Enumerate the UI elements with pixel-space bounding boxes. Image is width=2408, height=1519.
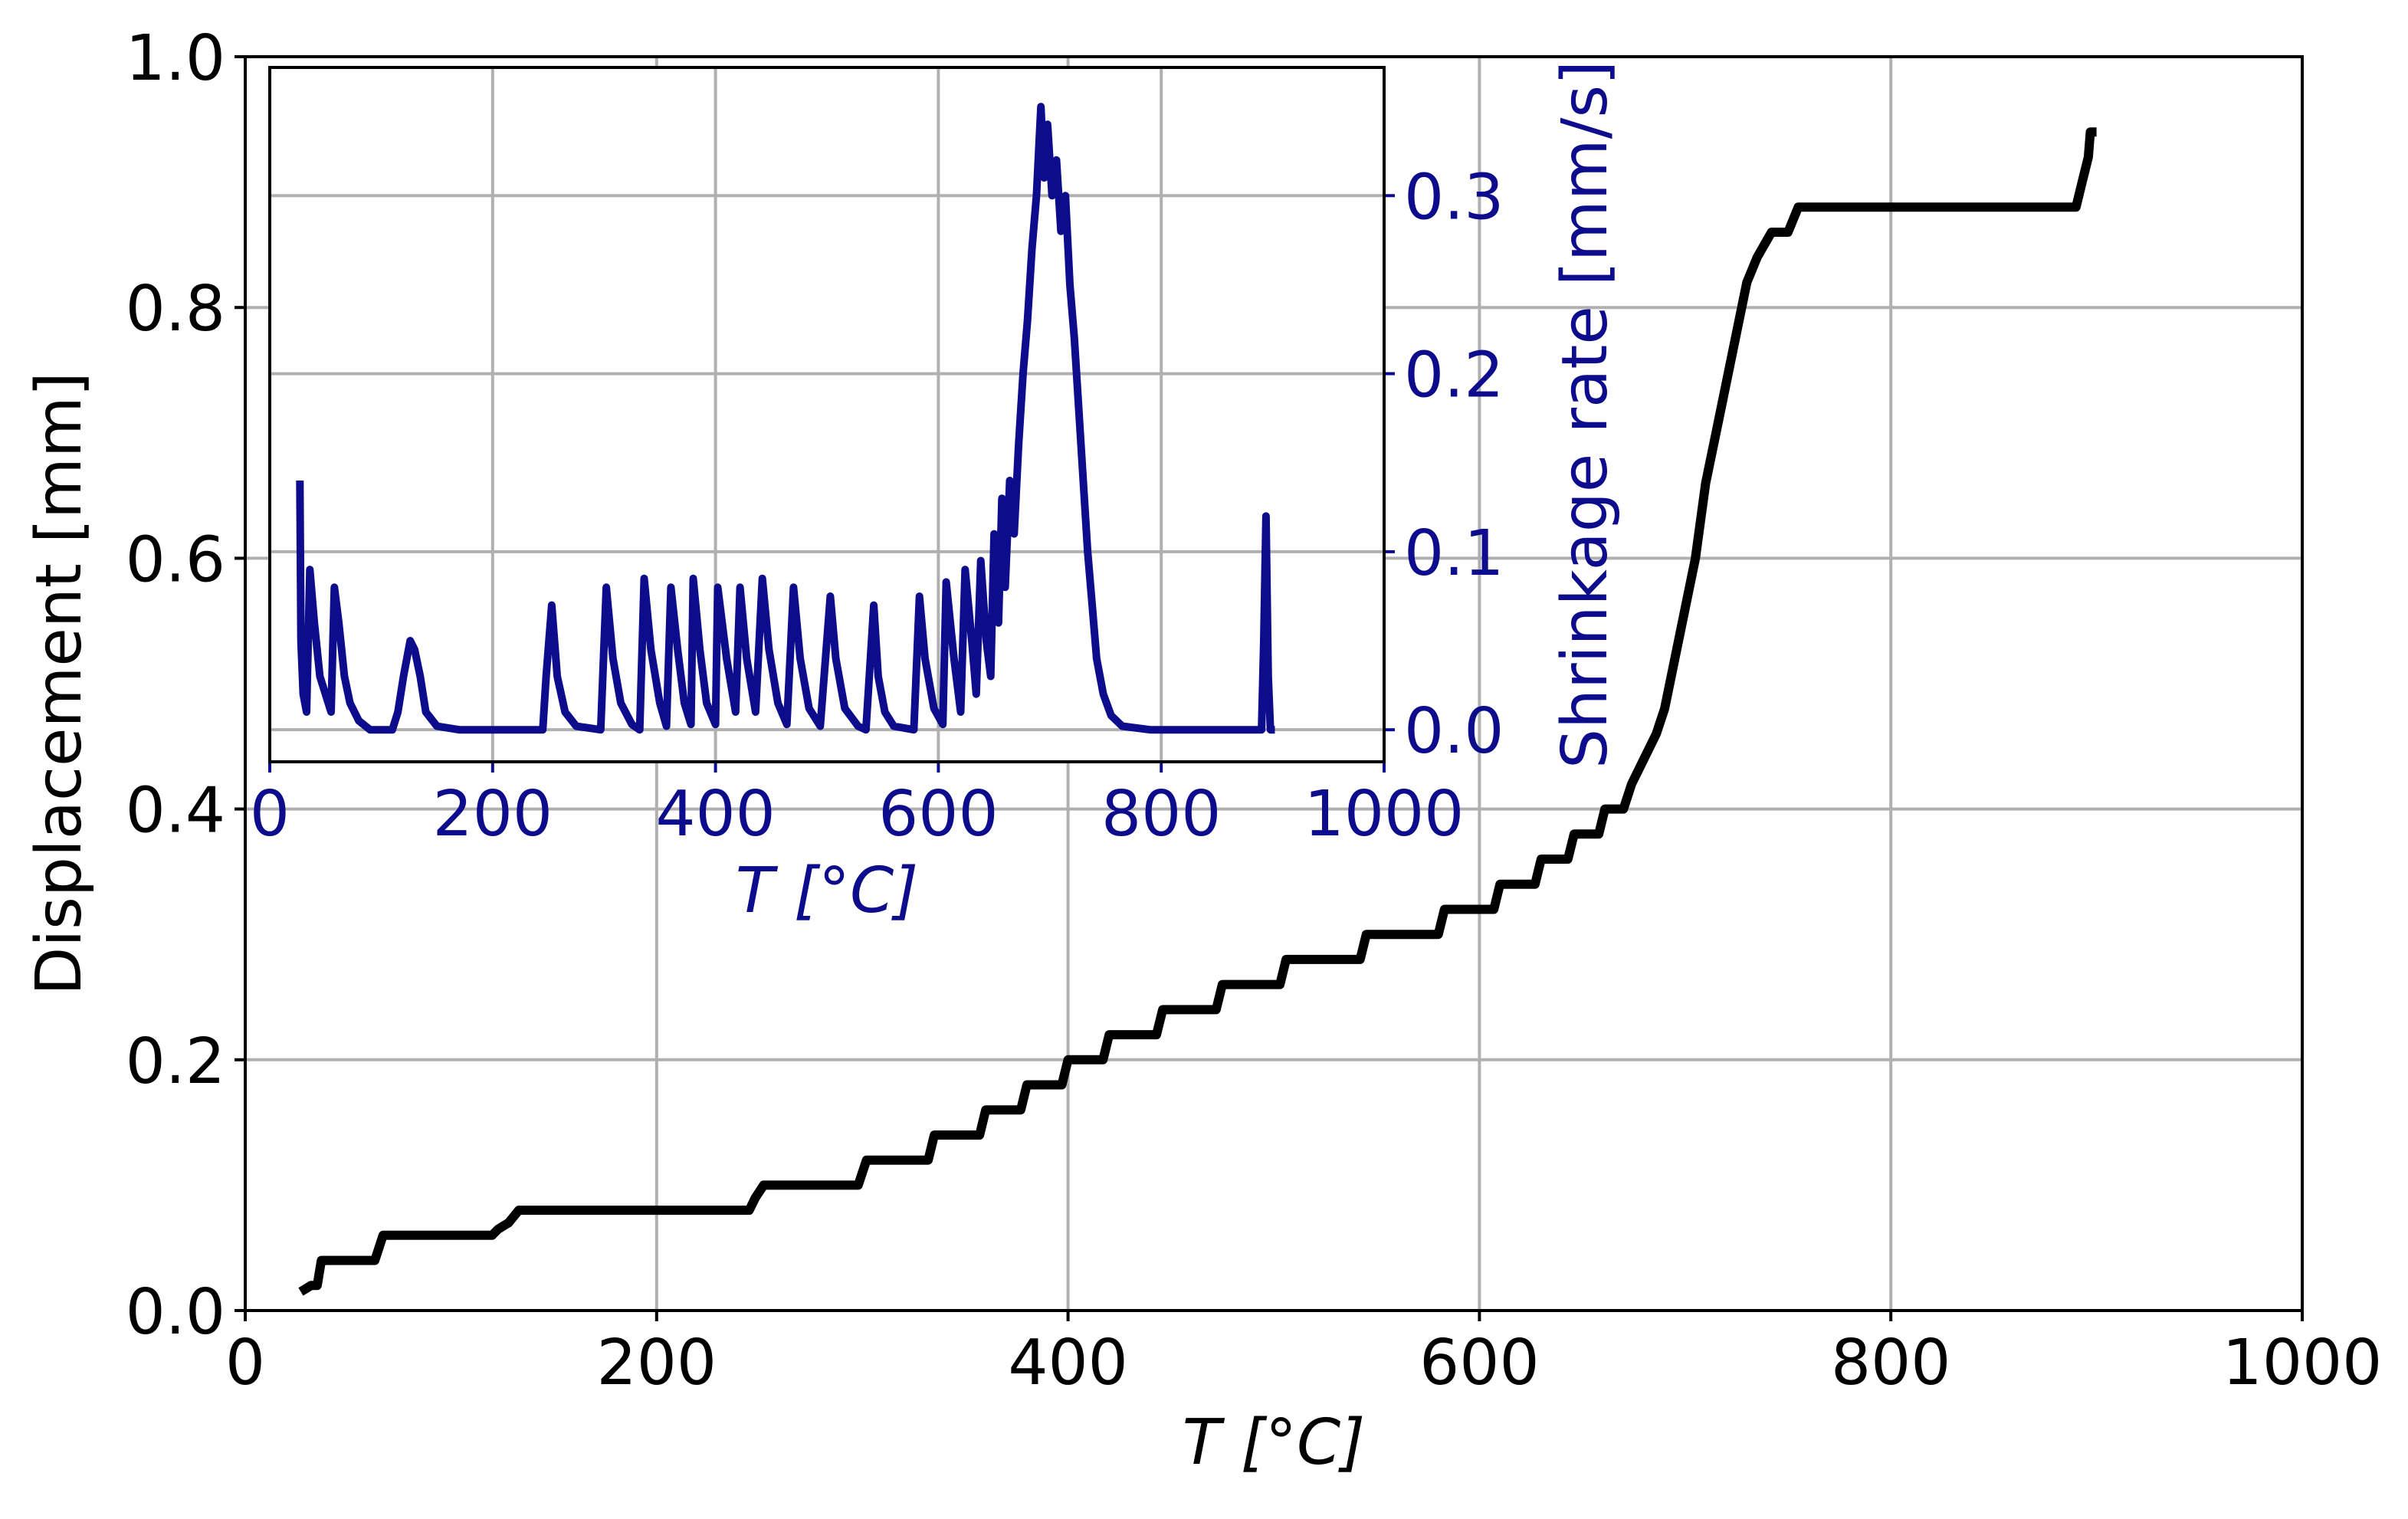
y-tick-label: 0.2 [1404, 340, 1504, 412]
x-tick-label: 200 [433, 778, 553, 851]
y-tick-label: 0.3 [1404, 161, 1504, 234]
axes-frame [244, 55, 2304, 1312]
y-tick-label: 0.4 [126, 775, 225, 848]
x-tick-label: 200 [597, 1327, 717, 1399]
y-tick-label: 0.0 [1404, 695, 1504, 768]
x-tick-label: 400 [1008, 1327, 1128, 1399]
x-tick-label: 600 [1419, 1327, 1540, 1399]
x-tick-label: 1000 [2223, 1327, 2383, 1399]
y-axis-label: Shrinkage rate [mm/s] [1549, 61, 1622, 769]
y-tick-label: 0.1 [1404, 517, 1504, 590]
x-tick-label: 0 [250, 778, 290, 851]
y-tick-label: 0.6 [126, 523, 225, 596]
y-tick-label: 0.2 [126, 1025, 225, 1098]
y-axis-label: Displacement [mm] [23, 372, 96, 996]
x-tick-label: 1000 [1304, 778, 1465, 851]
inset: 0 200 400 600 800 1000 0.0 0.1 0.2 0.3 T [°C] Shrin… [250, 61, 1622, 927]
x-tick-label: 800 [1101, 778, 1222, 851]
x-axis-label: T [°C] [1183, 1406, 1365, 1479]
data-line [298, 127, 2097, 1296]
x-tick-label: 400 [655, 778, 776, 851]
y-tick-label: 0.8 [126, 273, 225, 346]
x-tick-label: 0 [225, 1327, 265, 1399]
y-tick-label: 0.0 [126, 1276, 225, 1349]
data-line [296, 103, 1275, 734]
x-axis-label: T [°C] [736, 855, 918, 927]
y-tick-label: 1.0 [126, 22, 225, 95]
x-tick-label: 600 [878, 778, 999, 851]
x-tick-label: 800 [1831, 1327, 1951, 1399]
axes-frame [268, 66, 1386, 763]
